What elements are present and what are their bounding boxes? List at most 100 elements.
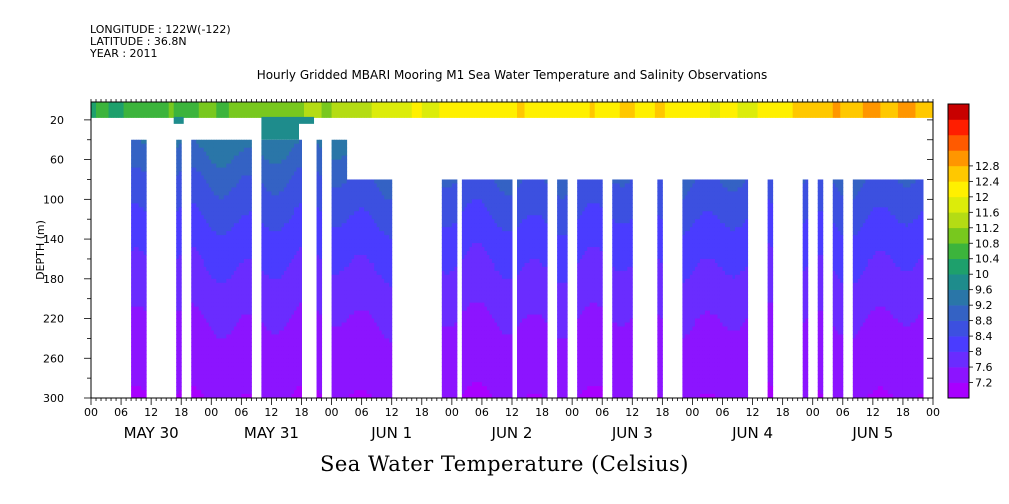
field-cell xyxy=(386,274,390,280)
field-cell xyxy=(319,302,323,308)
field-cell xyxy=(354,302,358,308)
field-cell xyxy=(273,270,277,276)
field-cell xyxy=(349,215,353,220)
field-cell xyxy=(341,322,345,327)
field-cell xyxy=(276,270,280,276)
field-cell xyxy=(221,318,225,324)
field-cell xyxy=(131,310,135,316)
field-cell xyxy=(364,298,368,304)
field-cell xyxy=(223,342,227,347)
field-cell xyxy=(241,254,245,260)
field-cell xyxy=(136,258,140,264)
surface-cell xyxy=(687,102,691,118)
field-cell xyxy=(206,203,210,208)
field-cell xyxy=(201,310,205,316)
field-cell xyxy=(336,354,340,359)
field-cell xyxy=(386,179,390,184)
field-cell xyxy=(231,199,235,204)
field-cell xyxy=(344,247,348,252)
field-cell xyxy=(379,362,383,367)
field-cell xyxy=(228,155,232,161)
field-cell xyxy=(288,306,292,312)
field-cell xyxy=(346,227,350,232)
field-cell xyxy=(226,203,230,208)
surface-cell xyxy=(592,102,596,118)
field-cell xyxy=(243,338,247,343)
field-cell xyxy=(136,171,140,177)
field-cell xyxy=(268,382,272,387)
field-cell xyxy=(193,394,197,398)
field-cell xyxy=(271,215,275,220)
field-cell xyxy=(261,163,265,169)
field-cell xyxy=(268,298,272,304)
field-cell xyxy=(276,286,280,292)
field-cell xyxy=(198,143,202,149)
field-cell xyxy=(366,346,370,351)
surface-cell xyxy=(890,102,894,118)
field-cell xyxy=(248,386,252,391)
field-cell xyxy=(356,294,360,300)
field-cell xyxy=(356,330,360,335)
field-cell xyxy=(206,270,210,276)
field-cell xyxy=(271,334,275,339)
field-cell xyxy=(248,278,252,284)
field-cell xyxy=(281,358,285,363)
field-cell xyxy=(203,207,207,212)
field-cell xyxy=(196,330,200,335)
field-cell xyxy=(203,187,207,192)
field-cell xyxy=(281,187,285,192)
field-cell xyxy=(131,223,135,228)
field-cell xyxy=(364,235,368,240)
field-cell xyxy=(276,175,280,180)
field-cell xyxy=(138,394,142,398)
field-cell xyxy=(384,219,388,224)
field-cell xyxy=(206,298,210,304)
field-cell xyxy=(293,382,297,387)
field-cell xyxy=(341,187,345,192)
field-cell xyxy=(196,243,200,248)
field-cell xyxy=(191,227,195,232)
field-cell xyxy=(233,394,237,398)
field-cell xyxy=(283,346,287,351)
field-cell xyxy=(203,294,207,300)
field-cell xyxy=(261,354,265,359)
field-cell xyxy=(191,243,195,248)
field-cell xyxy=(359,282,363,288)
field-cell xyxy=(208,374,212,379)
field-cell xyxy=(206,302,210,308)
field-cell xyxy=(228,151,232,157)
field-cell xyxy=(211,342,215,347)
field-cell xyxy=(278,334,282,339)
field-cell xyxy=(336,211,340,216)
field-cell xyxy=(281,326,285,331)
field-cell xyxy=(349,179,353,184)
field-cell xyxy=(293,139,297,145)
surface-cell xyxy=(486,102,490,118)
field-cell xyxy=(131,330,135,335)
field-cell xyxy=(211,159,215,165)
field-cell xyxy=(236,314,240,320)
field-cell xyxy=(296,370,300,375)
field-cell xyxy=(276,326,280,331)
field-cell xyxy=(361,318,365,324)
field-cell xyxy=(218,183,222,188)
field-cell xyxy=(143,262,147,268)
field-cell xyxy=(208,262,212,268)
field-cell xyxy=(138,358,142,363)
field-cell xyxy=(201,195,205,200)
field-cell xyxy=(231,159,235,165)
surface-cell xyxy=(329,102,332,118)
field-cell xyxy=(298,250,302,256)
field-cell xyxy=(319,306,323,312)
field-cell xyxy=(349,227,353,232)
field-cell xyxy=(141,382,145,387)
field-cell xyxy=(233,346,237,351)
field-cell xyxy=(278,254,282,260)
field-cell xyxy=(211,187,215,192)
field-cell xyxy=(136,310,140,316)
field-cell xyxy=(389,378,393,383)
field-cell xyxy=(196,286,200,292)
field-cell xyxy=(389,322,393,327)
field-cell xyxy=(191,191,195,196)
field-cell xyxy=(344,250,348,256)
